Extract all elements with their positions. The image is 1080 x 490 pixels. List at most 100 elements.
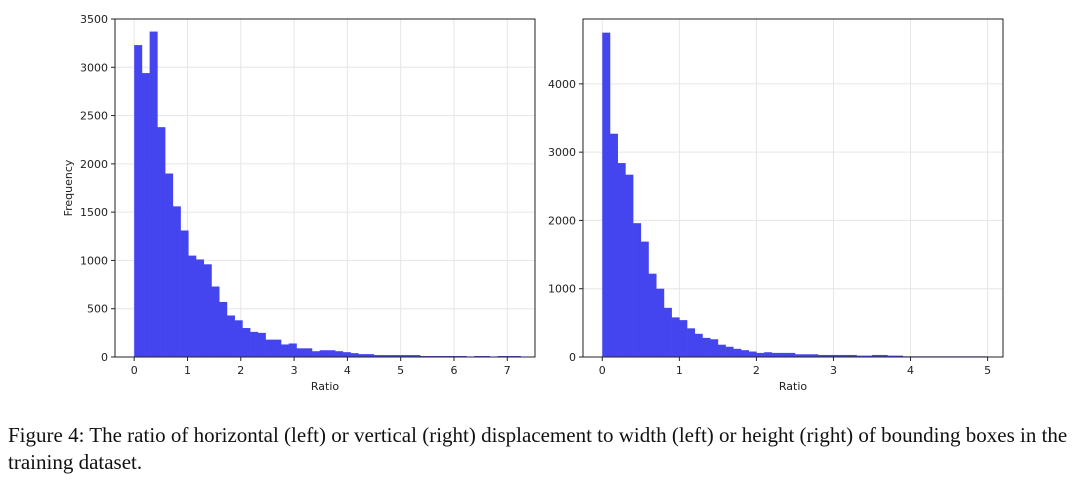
x-tick-label: 7: [504, 364, 511, 377]
histogram-bar: [648, 273, 657, 357]
y-tick-label: 2000: [548, 214, 576, 227]
histogram-bar: [350, 353, 359, 357]
right-x-ticks: 0 1 2 3 4 5: [599, 357, 991, 377]
histogram-bar: [265, 339, 274, 357]
histogram-bar: [748, 351, 757, 357]
histogram-bar: [311, 351, 320, 357]
histogram-bar: [381, 355, 390, 357]
left-bars: [134, 31, 529, 358]
histogram-bar: [656, 288, 665, 357]
y-tick-label: 1500: [80, 206, 108, 219]
left-y-axis-label: Frequency: [62, 159, 75, 216]
histogram-bar: [203, 264, 212, 357]
histogram-bar: [234, 320, 243, 357]
y-tick-label: 1000: [80, 254, 108, 267]
x-tick-label: 4: [907, 364, 914, 377]
right-histogram: 0 1 2 3 4 5 0 1000 2000 3000 4000 Ratio: [548, 18, 1004, 393]
histogram-bar: [165, 173, 174, 357]
x-tick-label: 3: [830, 364, 837, 377]
histogram-bar: [787, 352, 796, 357]
histogram-bar: [180, 230, 189, 357]
histogram-bar: [717, 344, 726, 357]
histogram-bar: [257, 332, 266, 357]
right-axes-frame: [582, 18, 1004, 358]
histogram-bar: [887, 355, 896, 357]
histogram-bar: [640, 241, 649, 357]
histogram-bar: [366, 354, 375, 357]
histogram-bar: [358, 354, 367, 357]
histogram-bar: [157, 127, 166, 357]
x-tick-label: 2: [237, 364, 244, 377]
x-tick-label: 3: [291, 364, 298, 377]
histogram-bar: [818, 354, 827, 357]
histogram-bar: [802, 354, 811, 357]
histogram-bar: [633, 223, 642, 357]
y-tick-label: 0: [569, 351, 576, 364]
y-tick-label: 4000: [548, 78, 576, 91]
right-x-axis-label: Ratio: [779, 380, 808, 393]
histogram-bar: [188, 255, 197, 357]
y-tick-label: 3500: [80, 13, 108, 26]
histogram-bar: [226, 315, 235, 357]
y-tick-label: 0: [101, 351, 108, 364]
histogram-bar: [335, 351, 344, 357]
histogram-bar: [687, 328, 696, 357]
histogram-bar: [825, 354, 834, 357]
histogram-bar: [373, 355, 382, 357]
y-tick-label: 3000: [548, 146, 576, 159]
histogram-bar: [848, 354, 857, 357]
histogram-bar: [779, 352, 788, 357]
x-tick-label: 1: [184, 364, 191, 377]
y-tick-label: 500: [87, 303, 108, 316]
histogram-bar: [833, 354, 842, 357]
histogram-bar: [810, 354, 819, 357]
histogram-bar: [609, 133, 618, 357]
histogram-bar: [141, 73, 150, 357]
figure-caption: Figure 4: The ratio of horizontal (left)…: [8, 423, 1068, 474]
x-tick-label: 6: [450, 364, 457, 377]
histogram-bar: [242, 328, 251, 357]
x-tick-label: 0: [131, 364, 138, 377]
histogram-bar: [288, 343, 297, 357]
histogram-bar: [679, 320, 688, 357]
y-tick-label: 1000: [548, 283, 576, 296]
x-tick-label: 0: [599, 364, 606, 377]
histogram-bar: [412, 355, 421, 357]
histogram-bar: [740, 350, 749, 357]
y-tick-label: 2000: [80, 158, 108, 171]
histogram-bar: [319, 350, 328, 357]
histogram-bar: [710, 339, 719, 357]
histogram-bar: [149, 31, 158, 357]
histogram-bar: [396, 355, 405, 357]
histogram-bar: [694, 333, 703, 357]
y-tick-label: 2500: [80, 110, 108, 123]
histogram-bar: [895, 355, 904, 357]
histogram-bar: [771, 352, 780, 357]
x-tick-label: 5: [397, 364, 404, 377]
histogram-bar: [764, 352, 773, 357]
histogram-bar: [733, 348, 742, 357]
histogram-bar: [389, 355, 398, 357]
histogram-bar: [856, 355, 865, 357]
left-axes-frame: [114, 18, 536, 358]
right-bars: [602, 32, 988, 358]
left-x-axis-label: Ratio: [311, 380, 340, 393]
histogram-bar: [211, 286, 220, 357]
histogram-bar: [663, 307, 672, 357]
histogram-bar: [250, 331, 259, 357]
left-x-ticks: 0 1 2 3 4 5 6 7: [131, 357, 511, 377]
histogram-bar: [602, 32, 611, 358]
histogram-bar: [196, 259, 205, 357]
histogram-bar: [879, 354, 888, 357]
x-tick-label: 2: [753, 364, 760, 377]
left-y-ticks: 0 500 1000 1500 2000 2500 3000 3500: [80, 13, 115, 364]
histogram-bar: [756, 352, 765, 357]
histogram-bar: [273, 339, 282, 357]
histogram-bar: [702, 337, 711, 357]
x-tick-label: 4: [344, 364, 351, 377]
histogram-bar: [625, 174, 634, 357]
x-tick-label: 5: [984, 364, 991, 377]
histogram-bar: [404, 355, 413, 357]
histogram-bar: [671, 317, 680, 357]
